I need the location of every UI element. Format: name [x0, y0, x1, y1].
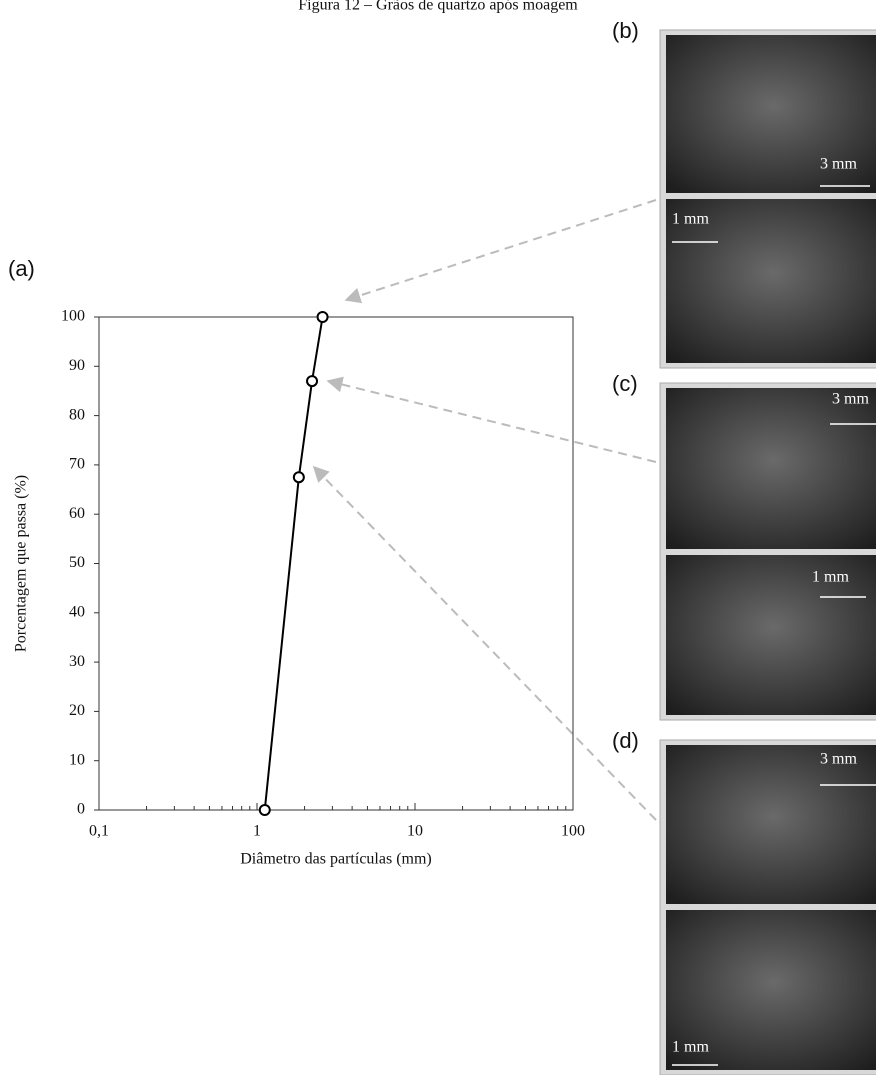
- photo-panels: (b) 3 mm 1 mm (c) 3 mm 1 mm (d) 3 mm 1 mm: [312, 18, 876, 1075]
- y-tick-label: 20: [69, 702, 85, 719]
- photo: [666, 199, 876, 363]
- scale-label: 3 mm: [820, 751, 857, 768]
- data-point: [306, 375, 319, 388]
- scale-label: 1 mm: [672, 211, 709, 228]
- y-tick-label: 70: [69, 456, 85, 473]
- y-tick-label: 100: [61, 308, 85, 325]
- x-axis-label: Diâmetro das partículas (mm): [240, 851, 432, 868]
- scale-label: 1 mm: [812, 569, 849, 586]
- photo: [666, 555, 876, 715]
- data-point: [316, 311, 329, 323]
- photo: [666, 910, 876, 1070]
- x-tick-label: 100: [561, 823, 585, 840]
- y-tick-label: 80: [69, 406, 85, 423]
- y-tick-label: 90: [69, 357, 85, 374]
- panel-label: (d): [612, 728, 639, 753]
- data-point: [292, 471, 305, 484]
- panel-label: (b): [612, 18, 639, 43]
- photo: [666, 745, 876, 904]
- scale-label: 3 mm: [820, 156, 857, 173]
- chart: (a) 0 10 20 30 40 50 60 70 80 90 100 0,1 1 10 100 Diâmet…: [8, 256, 585, 868]
- y-axis-label: Porcentagem que passa (%): [13, 475, 30, 652]
- pointer-arrow: [312, 465, 657, 821]
- photo: [666, 35, 876, 193]
- photo: [666, 388, 876, 549]
- figure-title: Figura 12 – Grãos de quartzo após moagem: [298, 0, 578, 14]
- y-tick-label: 40: [69, 603, 85, 620]
- x-tick-label: 10: [407, 823, 423, 840]
- data-line: [263, 316, 324, 811]
- y-tick-label: 0: [77, 801, 85, 818]
- scale-label: 3 mm: [832, 391, 869, 408]
- y-tick-label: 50: [69, 554, 85, 571]
- y-tick-label: 60: [69, 505, 85, 522]
- panel-label: (c): [612, 371, 638, 396]
- y-tick-label: 10: [69, 751, 85, 768]
- scale-label: 1 mm: [672, 1039, 709, 1056]
- panel-label: (a): [8, 256, 35, 281]
- pointer-arrow: [344, 199, 657, 304]
- pointer-arrow: [326, 376, 657, 463]
- data-point: [258, 804, 271, 816]
- y-tick-label: 30: [69, 653, 85, 670]
- x-tick-label: 1: [253, 823, 261, 840]
- plot-frame: [98, 316, 574, 811]
- x-tick-label: 0,1: [89, 823, 109, 840]
